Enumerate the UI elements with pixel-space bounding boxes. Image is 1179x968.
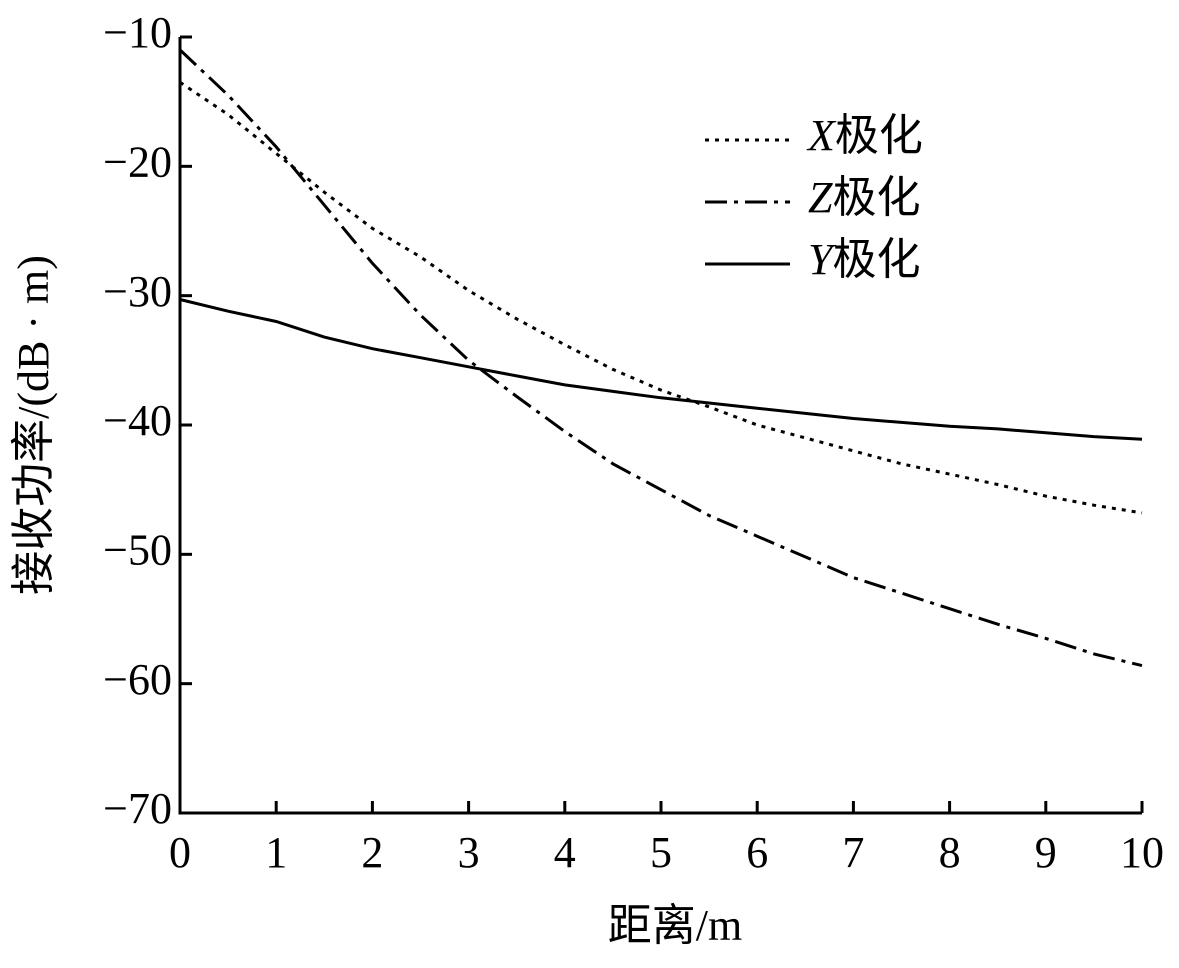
series-line	[178, 48, 1143, 668]
x-tick-label: 3	[458, 828, 480, 877]
series-line	[179, 298, 1143, 441]
x-tick-label: 8	[939, 828, 961, 877]
x-tick-label: 9	[1035, 828, 1057, 877]
y-tick-label: −20	[103, 137, 172, 186]
y-tick-label: −60	[103, 655, 172, 704]
y-axis-title: 接收功率/(dB · m)	[9, 255, 58, 595]
y-tick-label: −10	[103, 8, 172, 57]
y-tick-label: −30	[103, 267, 172, 316]
x-tick-label: 6	[746, 828, 768, 877]
series-line	[179, 81, 1143, 515]
legend-label: Z极化	[808, 173, 920, 222]
legend-label: Y极化	[808, 235, 920, 284]
x-tick-label: 0	[169, 828, 191, 877]
legend-label: X极化	[806, 111, 923, 160]
axes	[178, 37, 1142, 815]
x-tick-label: 7	[842, 828, 864, 877]
x-tick-label: 10	[1120, 828, 1164, 877]
y-tick-label: −50	[103, 525, 172, 574]
y-tick-label: −40	[103, 396, 172, 445]
x-tick-label: 1	[265, 828, 287, 877]
x-axis-title: 距离/m	[608, 901, 742, 950]
x-tick-label: 4	[554, 828, 576, 877]
x-tick-label: 5	[650, 828, 672, 877]
x-tick-label: 2	[361, 828, 383, 877]
y-tick-label: −70	[103, 784, 172, 833]
